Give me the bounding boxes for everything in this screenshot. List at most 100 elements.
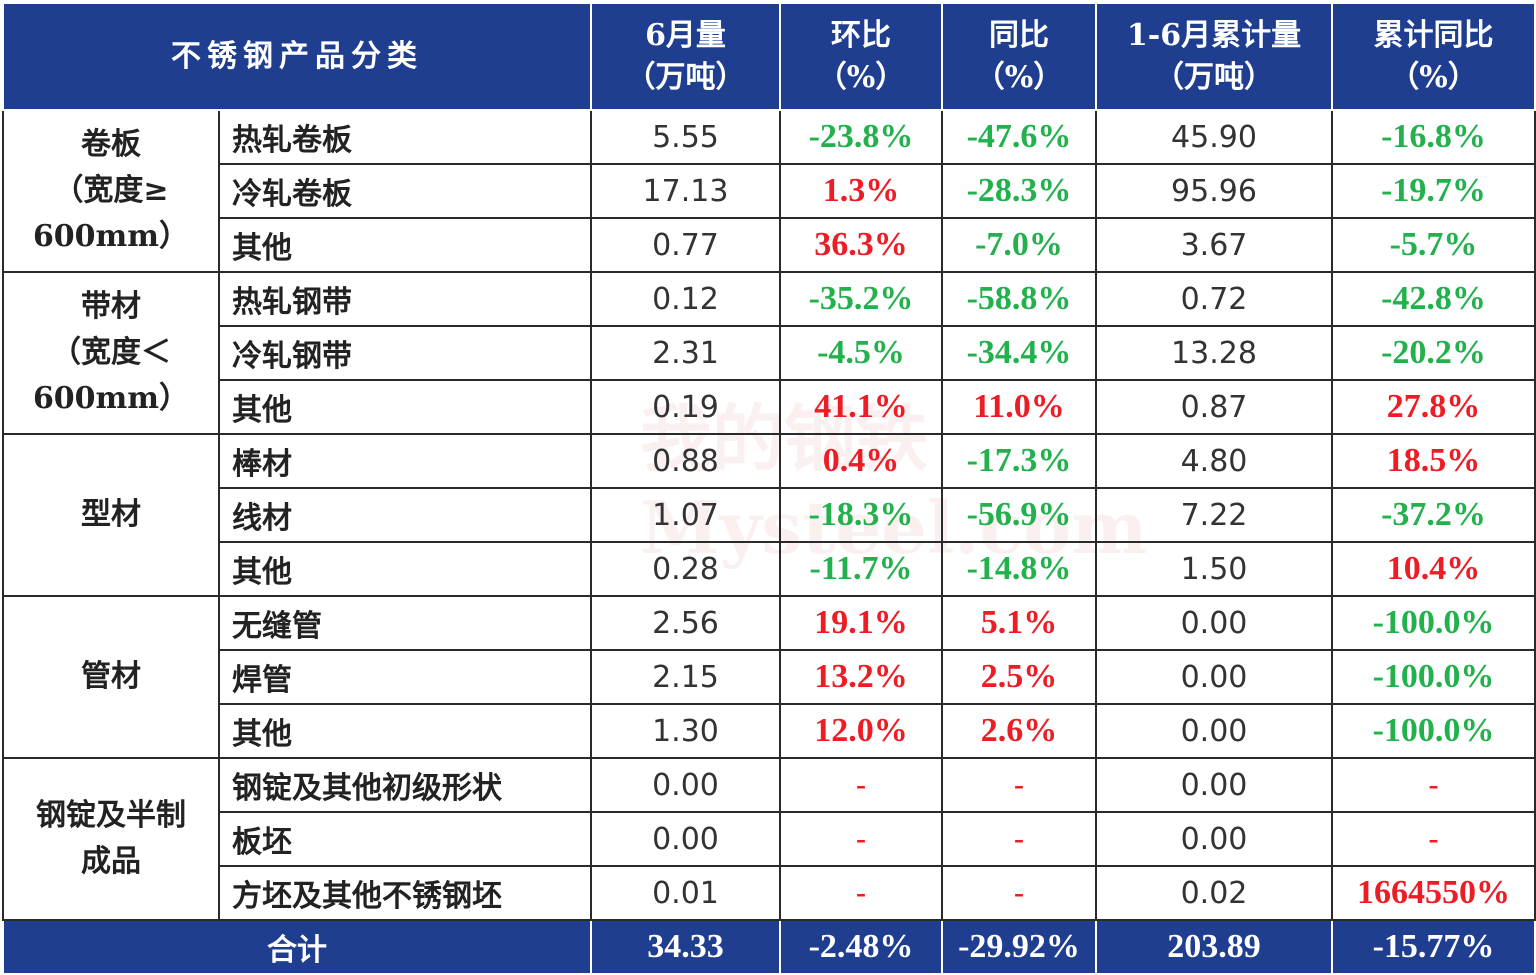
june-qty-cell: 2.15: [590, 649, 781, 705]
table-body: 卷板 （宽度≥ 600mm） 热轧卷板 5.55 -23.8% -47.6% 45.90 -16…: [2, 109, 1536, 921]
table-row: 焊管 2.15 13.2% 2.5% 0.00 -100.0%: [3, 649, 1536, 705]
product-name: 棒材: [218, 433, 592, 489]
product-name: 冷轧卷板: [218, 163, 592, 219]
ytd-qty-cell: 13.28: [1095, 325, 1333, 381]
table-row: 方坯及其他不锈钢坯 0.01- -0.02 1664550%: [3, 865, 1536, 921]
mom-cell: -: [779, 757, 943, 813]
table-row: 管材 无缝管 2.56 19.1% 5.1% 0.00 -100.0%: [2, 595, 1536, 759]
ytd-yoy-cell: -37.2%: [1331, 487, 1536, 543]
ytd-qty-cell: 0.00: [1095, 703, 1333, 759]
product-name: 热轧卷板: [218, 109, 592, 165]
table-row: 其他 1.30 12.0% 2.6% 0.00 -100.0%: [3, 703, 1536, 759]
yoy-cell: -47.6%: [941, 109, 1097, 165]
header-yoy: 同比 （%）: [941, 2, 1097, 111]
ytd-yoy-cell: -: [1331, 757, 1536, 813]
mom-cell: 1.3%: [779, 163, 943, 219]
header-row: 不锈钢产品分类 6月量 （万吨） 环比 （%） 同比 （%） 1-6月累计量 （万吨） …: [2, 2, 1536, 111]
product-name: 线材: [218, 487, 592, 543]
ytd-yoy-cell: -: [1331, 811, 1536, 867]
ytd-qty-cell: 7.22: [1095, 487, 1333, 543]
total-yoy: -29.92%: [941, 919, 1097, 975]
ytd-qty-cell: 0.72: [1095, 271, 1333, 327]
mom-cell: 0.4%: [779, 433, 943, 489]
ytd-qty-cell: 95.96: [1095, 163, 1333, 219]
ytd-qty-cell: 3.67: [1095, 217, 1333, 273]
june-qty-cell: 0.77: [590, 217, 781, 273]
mom-cell: 36.3%: [779, 217, 943, 273]
product-name: 其他: [218, 217, 592, 273]
ytd-qty-cell: 0.00: [1095, 649, 1333, 705]
table-row: 钢锭及半制 成品 钢锭及其他初级形状 0.00- -0.00-: [2, 757, 1536, 921]
yoy-cell: 2.5%: [941, 649, 1097, 705]
category-cell: 型材: [2, 433, 220, 597]
yoy-cell: -34.4%: [941, 325, 1097, 381]
mom-cell: 19.1%: [779, 595, 943, 651]
ytd-yoy-cell: -100.0%: [1331, 595, 1536, 651]
mom-cell: -11.7%: [779, 541, 943, 597]
ytd-qty-cell: 1.50: [1095, 541, 1333, 597]
june-qty-cell: 0.12: [590, 271, 781, 327]
category-line: 管材: [81, 659, 141, 694]
mom-cell: -: [779, 865, 943, 921]
total-ytd: 203.89: [1095, 919, 1333, 975]
table-row: 型材 棒材 0.88 0.4% -17.3% 4.80 18.5%: [2, 433, 1536, 597]
yoy-cell: -7.0%: [941, 217, 1097, 273]
category-line: 600mm）: [32, 381, 190, 416]
product-name: 其他: [218, 703, 592, 759]
june-qty-cell: 0.19: [590, 379, 781, 435]
category-line: 型材: [81, 497, 141, 532]
ytd-yoy-cell: -5.7%: [1331, 217, 1536, 273]
ytd-yoy-cell: 27.8%: [1331, 379, 1536, 435]
product-name: 其他: [218, 379, 592, 435]
mom-cell: 12.0%: [779, 703, 943, 759]
header-category: 不锈钢产品分类: [2, 2, 592, 111]
mom-cell: -4.5%: [779, 325, 943, 381]
header-june-qty: 6月量 （万吨）: [590, 2, 781, 111]
mom-cell: 13.2%: [779, 649, 943, 705]
ytd-qty-cell: 4.80: [1095, 433, 1333, 489]
total-row: 合计 34.33 -2.48% -29.92% 203.89 -15.77%: [2, 919, 1536, 975]
june-qty-cell: 0.00: [590, 811, 781, 867]
product-name: 热轧钢带: [218, 271, 592, 327]
june-qty-cell: 0.28: [590, 541, 781, 597]
mom-cell: -23.8%: [779, 109, 943, 165]
yoy-cell: -58.8%: [941, 271, 1097, 327]
product-name: 方坯及其他不锈钢坯: [218, 865, 592, 921]
ytd-yoy-cell: -19.7%: [1331, 163, 1536, 219]
table-row: 其他 0.77 36.3% -7.0% 3.67 -5.7%: [3, 217, 1536, 273]
header-mom: 环比 （%）: [779, 2, 943, 111]
category-cell: 钢锭及半制 成品: [2, 757, 220, 921]
total-label: 合计: [2, 919, 592, 975]
product-name: 其他: [218, 541, 592, 597]
table-row: 冷轧钢带 2.31 -4.5% -34.4% 13.28 -20.2%: [3, 325, 1536, 381]
header-ytd-yoy: 累计同比 （%）: [1331, 2, 1536, 111]
mom-cell: -35.2%: [779, 271, 943, 327]
ytd-yoy-cell: -100.0%: [1331, 649, 1536, 705]
category-cell: 卷板 （宽度≥ 600mm）: [2, 109, 220, 273]
table-row: 冷轧卷板 17.13 1.3% -28.3% 95.96 -19.7%: [3, 163, 1536, 219]
category-line: 卷板: [81, 127, 141, 162]
category-line: 成品: [81, 844, 141, 879]
category-line: 带材: [81, 289, 141, 324]
ytd-qty-cell: 0.02: [1095, 865, 1333, 921]
june-qty-cell: 0.01: [590, 865, 781, 921]
mom-cell: 41.1%: [779, 379, 943, 435]
yoy-cell: 5.1%: [941, 595, 1097, 651]
ytd-yoy-cell: 10.4%: [1331, 541, 1536, 597]
category-line: （宽度＜: [51, 335, 171, 370]
category-cell: 管材: [2, 595, 220, 759]
ytd-yoy-cell: -16.8%: [1331, 109, 1536, 165]
table-row: 带材 （宽度＜ 600mm） 热轧钢带 0.12 -35.2% -58.8% 0.72 -42.…: [2, 271, 1536, 435]
june-qty-cell: 17.13: [590, 163, 781, 219]
product-name: 钢锭及其他初级形状: [218, 757, 592, 813]
yoy-cell: -14.8%: [941, 541, 1097, 597]
product-name: 无缝管: [218, 595, 592, 651]
june-qty-cell: 0.88: [590, 433, 781, 489]
category-cell: 带材 （宽度＜ 600mm）: [2, 271, 220, 435]
mom-cell: -18.3%: [779, 487, 943, 543]
table-row: 卷板 （宽度≥ 600mm） 热轧卷板 5.55 -23.8% -47.6% 45.90 -16…: [2, 109, 1536, 273]
ytd-yoy-cell: -42.8%: [1331, 271, 1536, 327]
yoy-cell: -56.9%: [941, 487, 1097, 543]
product-name: 冷轧钢带: [218, 325, 592, 381]
